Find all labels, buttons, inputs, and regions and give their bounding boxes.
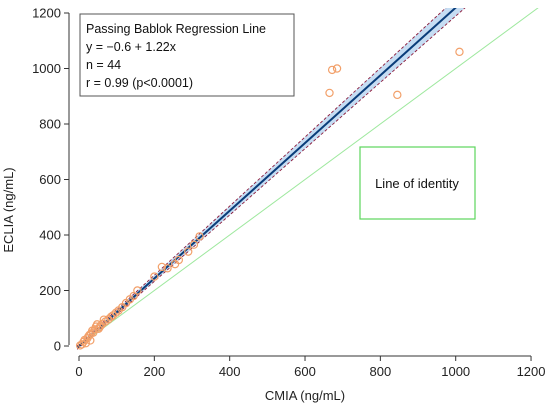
y-tick-label: 400 xyxy=(39,228,61,243)
x-tick-label: 600 xyxy=(294,364,316,379)
confidence-interval-band xyxy=(76,8,466,350)
data-point xyxy=(129,291,138,301)
identity-annotation-box xyxy=(359,146,476,220)
ci-lower-line xyxy=(76,8,466,350)
regression-line xyxy=(76,8,457,349)
plot-area xyxy=(75,8,539,350)
ci-upper-line xyxy=(76,8,447,347)
y-tick-label: 1200 xyxy=(32,6,61,21)
identity-line-path xyxy=(76,8,539,348)
data-point xyxy=(133,286,142,295)
data-point xyxy=(332,64,342,73)
x-tick-label: 1200 xyxy=(517,364,546,379)
data-point xyxy=(92,320,102,329)
x-axis-label: CMIA (ng/mL) xyxy=(265,388,345,403)
x-tick-label: 400 xyxy=(219,364,241,379)
data-point xyxy=(189,240,199,249)
data-point xyxy=(174,255,184,265)
data-point xyxy=(455,47,464,57)
legend-equation: y = −0.6 + 1.22x xyxy=(86,40,177,54)
data-point xyxy=(163,264,172,273)
data-point xyxy=(157,262,167,272)
legend-title: Passing Bablok Regression Line xyxy=(86,22,266,36)
identity-annotation: Line of identity xyxy=(359,146,476,220)
identity-annotation-text: Line of identity xyxy=(375,176,459,191)
y-tick-label: 600 xyxy=(39,172,61,187)
x-tick-label: 1000 xyxy=(441,364,470,379)
legend-r: r = 0.99 (p<0.0001) xyxy=(86,76,193,90)
data-point xyxy=(106,312,116,322)
data-point xyxy=(150,272,159,281)
y-tick-label: 0 xyxy=(54,339,61,354)
x-tick-label: 800 xyxy=(370,364,392,379)
y-tick-label: 1000 xyxy=(32,61,61,76)
legend-box xyxy=(79,13,295,97)
data-point xyxy=(325,88,334,98)
y-ticks: 0 200 400 600 800 1000 1200 xyxy=(32,6,69,354)
data-point xyxy=(81,339,90,348)
regression-line-path xyxy=(76,8,457,349)
y-axis-label: ECLIA (ng/mL) xyxy=(1,167,16,252)
data-point xyxy=(195,232,204,241)
x-tick-label: 200 xyxy=(143,364,165,379)
data-points xyxy=(75,47,464,350)
x-ticks: 0 200 400 600 800 1000 1200 xyxy=(75,356,546,379)
y-tick-label: 800 xyxy=(39,117,61,132)
identity-line xyxy=(76,8,539,348)
data-point xyxy=(327,65,337,75)
y-tick-label: 200 xyxy=(39,283,61,298)
data-point xyxy=(111,308,121,317)
data-point xyxy=(184,247,193,256)
data-point xyxy=(393,90,402,100)
data-point xyxy=(99,315,109,324)
legend: Passing Bablok Regression Line y = −0.6 … xyxy=(79,13,295,97)
legend-n: n = 44 xyxy=(86,58,121,72)
x-tick-label: 0 xyxy=(75,364,82,379)
axes: 0 200 400 600 800 1000 1200 0 200 400 600 800 1000 1… xyxy=(32,6,545,380)
